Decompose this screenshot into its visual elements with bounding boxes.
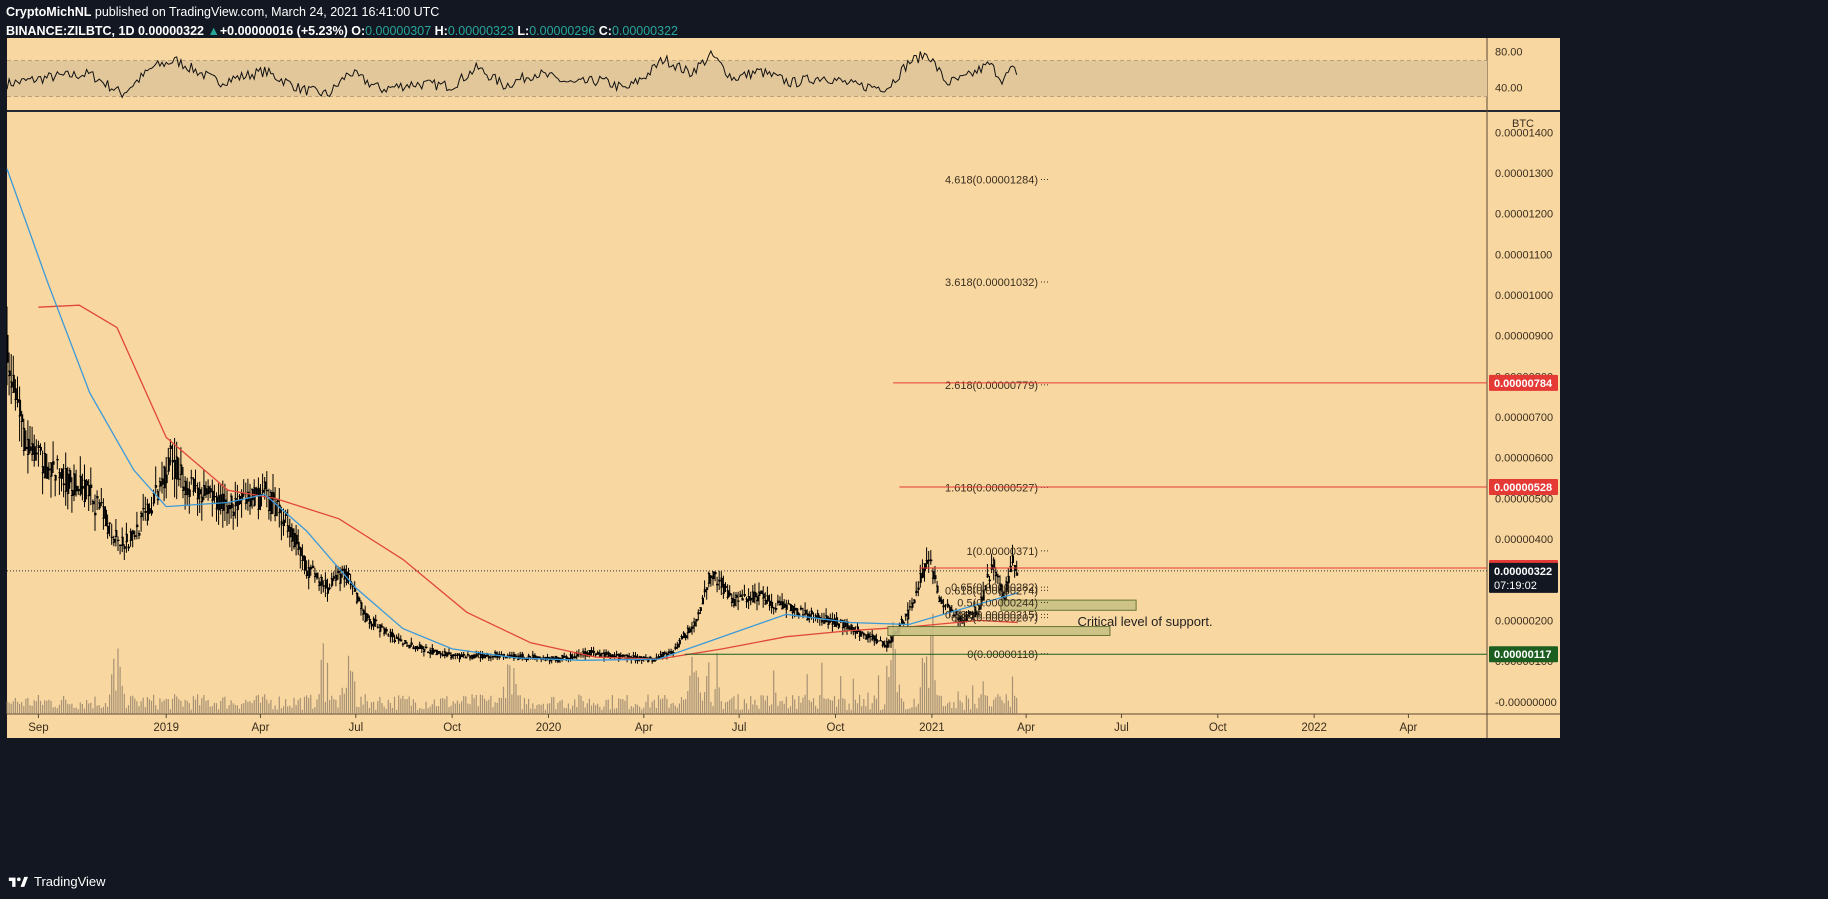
- time-tick-label: Jul: [1114, 722, 1129, 734]
- rsi-tick-label: 80.00: [1495, 47, 1523, 59]
- tradingview-branding[interactable]: TradingView: [8, 870, 106, 892]
- last-price: 0.00000322: [137, 24, 204, 38]
- volume-bars: [6, 613, 1018, 714]
- fib-level-label: 2.618(0.00000779): [945, 380, 1038, 392]
- published-info: published on TradingView.com, March 24, …: [94, 5, 440, 19]
- time-tick-label: 2021: [919, 722, 945, 734]
- time-tick-label: Apr: [1017, 722, 1035, 734]
- price-tick-label: 0.00000900: [1495, 331, 1553, 343]
- price-tick-label: 0.00001100: [1495, 249, 1552, 261]
- price-label-badge: [1489, 562, 1558, 593]
- open-label: O:: [351, 24, 366, 38]
- time-tick-label: Jul: [348, 722, 363, 734]
- high-value: 0.00000323: [447, 24, 514, 38]
- chart-header: CryptoMichNL published on TradingView.co…: [6, 3, 1606, 41]
- price-tick-label: 0.00001300: [1495, 168, 1553, 180]
- price-label-badge: [1489, 374, 1558, 391]
- rsi-tick-label: 40.00: [1495, 83, 1523, 95]
- time-tick-label: Oct: [1209, 722, 1228, 734]
- low-label: L:: [517, 24, 530, 38]
- price-panel-bg: [7, 112, 1560, 738]
- tradingview-logo-icon: [8, 876, 28, 887]
- price-tick-label: 0.00001000: [1495, 290, 1553, 302]
- close-value: 0.00000322: [611, 24, 678, 38]
- fib-level-label: 0.618(0.00000274): [945, 585, 1038, 597]
- author-name[interactable]: CryptoMichNL: [6, 5, 92, 19]
- support-zone: [1000, 599, 1137, 611]
- price-label-badge: [1489, 479, 1558, 496]
- support-annotation: Critical level of support.: [1077, 614, 1212, 629]
- time-tick-label: Sep: [28, 722, 48, 734]
- price-tick-label: 0.00001400: [1495, 127, 1553, 139]
- countdown-timer: 07:19:02: [1494, 580, 1537, 592]
- fib-level-label: 0.65(0.00000282): [951, 582, 1038, 594]
- price-label-text: 0.00000528: [1494, 482, 1552, 494]
- fib-level-label: 0.35(0.00000207): [951, 613, 1038, 625]
- time-tick-label: 2019: [153, 722, 179, 734]
- time-tick-label: Jul: [732, 722, 747, 734]
- price-tick-label: 0.00000500: [1495, 493, 1553, 505]
- fib-level-label: 0(0.00000118): [967, 649, 1038, 661]
- price-label-text: 0.00000117: [1494, 649, 1552, 661]
- high-label: H:: [434, 24, 448, 38]
- time-tick-label: 2022: [1301, 722, 1327, 734]
- price-change: +0.00000016 (+5.23%): [219, 24, 348, 38]
- moving-average-fast: [6, 168, 1018, 661]
- low-value: 0.00000296: [529, 24, 596, 38]
- brand-name: TradingView: [34, 873, 106, 889]
- up-arrow-icon: ▲: [207, 24, 220, 38]
- rsi-line: [6, 49, 1018, 99]
- price-unit-label: BTC: [1512, 118, 1534, 130]
- price-tick-label: 0.00000200: [1495, 615, 1553, 627]
- fib-level-label: 0.5(0.00000244): [957, 598, 1038, 610]
- fib-level-label: 1(0.00000371): [966, 546, 1038, 558]
- moving-average-slow: [38, 304, 1018, 660]
- price-tick-label: 0.00000400: [1495, 534, 1553, 546]
- time-tick-label: Apr: [252, 722, 270, 734]
- price-tick-label: -0.00000000: [1495, 697, 1557, 709]
- open-value: 0.00000307: [365, 24, 432, 38]
- time-tick-label: 2020: [536, 722, 562, 734]
- fib-level-label: 4.618(0.00001284): [945, 175, 1038, 187]
- price-label-text: 0.00000784: [1494, 378, 1553, 390]
- support-zone: [887, 626, 1111, 636]
- time-tick-label: Oct: [443, 722, 462, 734]
- time-tick-label: Apr: [635, 722, 653, 734]
- price-tick-label: 0.00001200: [1495, 209, 1553, 221]
- price-label-text: 0.00000322: [1494, 566, 1552, 578]
- fib-level-label: 1.618(0.00000527): [945, 482, 1038, 494]
- price-tick-label: 0.00000600: [1495, 453, 1553, 465]
- price-tick-label: 0.00000700: [1495, 412, 1553, 424]
- time-tick-label: Oct: [827, 722, 846, 734]
- price-label-badge: [1489, 646, 1558, 663]
- time-tick-label: Apr: [1399, 722, 1417, 734]
- close-label: C:: [598, 24, 612, 38]
- fib-level-label: 3.618(0.00001032): [945, 277, 1038, 289]
- fib-level-label: 0.382(0.00000215): [945, 609, 1038, 621]
- symbol-interval[interactable]: BINANCE:ZILBTC, 1D: [6, 24, 135, 38]
